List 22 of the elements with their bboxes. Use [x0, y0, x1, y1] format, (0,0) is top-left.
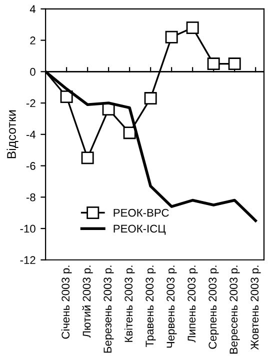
x-tick-label: Червень 2003 р.: [166, 266, 177, 348]
x-tick-label: Січень 2003 р.: [61, 266, 72, 339]
y-axis-title: Відсотки: [6, 110, 18, 158]
y-tick-label: -10: [20, 224, 36, 233]
y-tick-label: -4: [26, 130, 36, 138]
legend-label: РЕОК-ВРС: [114, 208, 169, 217]
x-tick-label: Квітень 2003 р.: [124, 266, 135, 342]
x-tick-label: Жовтень 2003 р.: [250, 266, 261, 350]
y-tick-label: 4: [30, 5, 36, 13]
y-tick-label: -2: [26, 99, 36, 108]
x-tick-label: Вересень 2003 р.: [230, 266, 240, 354]
y-tick-label: -12: [20, 256, 36, 264]
x-tick-label: Лютий 2003 р.: [82, 266, 93, 338]
x-tick-label: Березень 2003 р.: [104, 266, 114, 353]
x-tick-label: Травень 2003 р.: [146, 266, 156, 348]
x-tick-label: Серпень 2003 р.: [208, 266, 219, 349]
y-tick-label: -6: [26, 162, 36, 170]
x-tick-label: Липень 2003 р.: [188, 266, 198, 342]
legend-label: РЕОК-ІСЦ: [114, 224, 166, 235]
y-tick-label: -8: [26, 193, 36, 202]
y-tick-label: 2: [30, 36, 36, 44]
y-tick-label: 0: [30, 68, 36, 76]
